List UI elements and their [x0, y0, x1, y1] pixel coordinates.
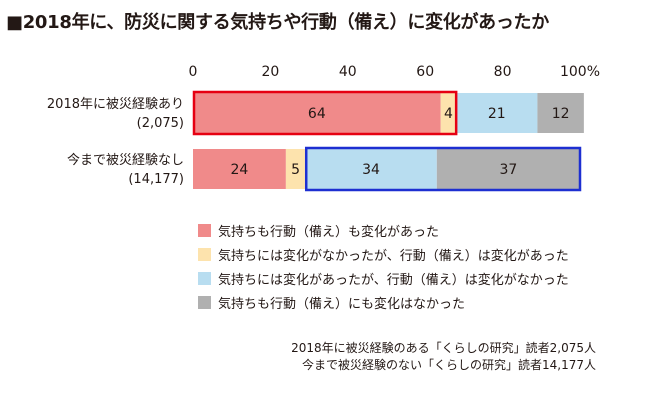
source-note-line: 今まで被災経験のない「くらしの研究」読者14,177人 [302, 358, 596, 372]
legend-item: 気持ちには変化がなかったが、行動（備え）は変化があった [198, 242, 569, 266]
legend: 気持ちも行動（備え）も変化があった 気持ちには変化がなかったが、行動（備え）は変… [198, 218, 569, 314]
category-sub-label: (14,177) [128, 172, 184, 187]
category-label: 今まで被災経験なし [67, 152, 184, 168]
bar-segment [193, 149, 286, 189]
legend-label: 気持ちには変化がなかったが、行動（備え）は変化があった [218, 248, 569, 264]
source-note-line: 2018年に被災経験のある「くらしの研究」読者2,075人 [291, 341, 596, 355]
legend-item: 気持ちも行動（備え）も変化があった [198, 218, 569, 242]
category-sub-label: (2,075) [137, 116, 184, 131]
data-label: 34 [362, 162, 380, 178]
x-tick-label: 0 [189, 64, 198, 80]
highlight-box [304, 146, 582, 192]
bar-segment [456, 93, 538, 133]
bar-segment [285, 149, 306, 189]
source-note: 2018年に被災経験のある「くらしの研究」読者2,075人 今まで被災経験のない… [291, 340, 596, 374]
data-label: 24 [231, 162, 249, 178]
legend-label: 気持ちも行動（備え）も変化があった [218, 224, 440, 240]
x-tick-label: 60 [416, 64, 434, 80]
legend-swatch [198, 223, 211, 237]
x-tick-label: 80 [494, 64, 512, 80]
legend-swatch [198, 247, 211, 261]
legend-swatch [198, 295, 211, 309]
data-label: 37 [499, 162, 517, 178]
legend-item: 気持ちも行動（備え）にも変化はなかった [198, 290, 569, 314]
highlight-box [192, 90, 458, 136]
x-tick-label: 100% [560, 64, 600, 80]
legend-swatch [198, 271, 211, 285]
data-label: 5 [291, 162, 300, 178]
chart-title: ■2018年に、防災に関する気持ちや行動（備え）に変化があったか [6, 12, 549, 33]
bar-segment [436, 149, 580, 189]
x-tick-label: 40 [339, 64, 357, 80]
bar-segment [305, 149, 437, 189]
data-label: 4 [444, 106, 453, 122]
stacked-bar-chart: 0 20 40 60 80 100% 2018年に被災経験あり (2,075) 今まで被災経験… [47, 64, 600, 192]
legend-item: 気持ちには変化があったが、行動（備え）は変化がなかった [198, 266, 569, 290]
data-label: 21 [488, 106, 506, 122]
legend-label: 気持ちには変化があったが、行動（備え）は変化がなかった [218, 272, 569, 288]
category-label: 2018年に被災経験あり [47, 97, 184, 112]
legend-label: 気持ちも行動（備え）にも変化はなかった [218, 296, 466, 312]
bar-segment [537, 93, 584, 133]
x-tick-label: 20 [261, 64, 279, 80]
data-label: 12 [552, 106, 570, 122]
data-label: 64 [308, 106, 326, 122]
bar-segment [440, 93, 457, 133]
bar-segment [193, 93, 441, 133]
